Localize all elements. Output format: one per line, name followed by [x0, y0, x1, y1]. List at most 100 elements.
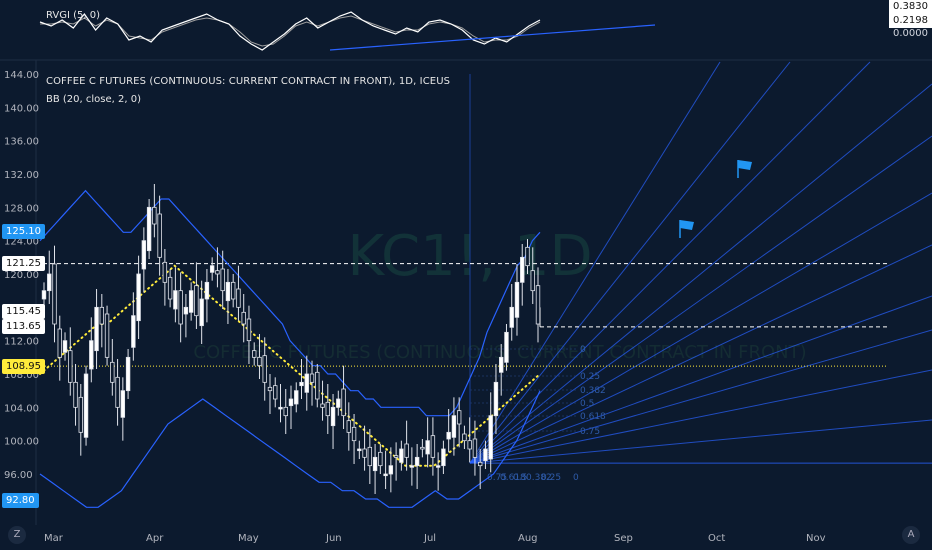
bb-upper-band	[39, 189, 541, 417]
candle-body	[388, 465, 394, 475]
candle-body	[236, 288, 241, 308]
candle-body	[230, 281, 236, 300]
candle-body	[136, 273, 141, 322]
candle-body	[320, 403, 325, 408]
chart-title: COFFEE C FUTURES (CONTINUOUS: CURRENT CO…	[46, 76, 451, 87]
candle-body	[94, 306, 99, 352]
gann-fan-line-1	[469, 61, 791, 464]
y-tick-label-6: 120.00	[4, 270, 39, 281]
auto-scale-button[interactable]: A	[902, 526, 920, 544]
x-tick-label-4: Jul	[423, 533, 436, 544]
candle-body	[73, 381, 78, 408]
candle-body	[204, 281, 210, 300]
candle-body	[430, 435, 436, 458]
rvgi-legend[interactable]: RVGI (5, 0)	[46, 10, 101, 21]
candle-body	[262, 355, 267, 383]
rvgi-line	[39, 11, 541, 51]
candle-body	[188, 290, 194, 313]
candle-body	[52, 263, 57, 325]
x-tick-label-8: Nov	[806, 533, 826, 544]
candle-body	[441, 448, 446, 467]
gann-fan-line-5	[469, 192, 932, 464]
candle-body	[493, 381, 499, 417]
bollinger-legend[interactable]: BB (20, close, 2, 0)	[46, 94, 141, 105]
candle-body	[309, 373, 315, 383]
candle-body	[504, 331, 509, 363]
candle-body	[162, 261, 168, 283]
price-tag-125: 125.10	[2, 224, 45, 239]
fib-level-label-2: 0.382	[580, 386, 606, 396]
candle-body	[47, 273, 52, 292]
candle-body	[83, 373, 89, 438]
y-tick-label-2: 136.00	[4, 137, 39, 148]
y-tick-label-12: 96.00	[4, 470, 33, 481]
candle-body	[346, 420, 352, 433]
y-tick-label-9: 108.00	[4, 370, 39, 381]
candle-body	[451, 415, 457, 438]
candle-body	[273, 385, 278, 400]
x-tick-label-6: Sep	[614, 533, 633, 544]
candle-body	[257, 356, 262, 367]
candle-body	[378, 451, 383, 467]
candle-body	[456, 410, 462, 425]
gann-fan-line-9	[469, 369, 932, 464]
candle-body	[372, 456, 378, 472]
rvgi-trendline	[329, 24, 656, 51]
candle-body	[425, 440, 430, 455]
candle-body	[383, 473, 388, 477]
candle-body	[278, 406, 283, 410]
candle-body	[178, 290, 183, 325]
candle-body	[477, 461, 483, 467]
candle-body	[173, 290, 178, 310]
fib-bottom-label-3: 0.382	[526, 473, 552, 483]
candle-body	[483, 448, 488, 462]
candle-body	[525, 246, 530, 267]
candle-body	[246, 318, 252, 342]
rvgi-axis-current: 0.2198	[889, 14, 932, 28]
candle-body	[330, 406, 336, 427]
flag-marker-0	[680, 220, 694, 230]
fib-level-label-3: 0.5	[580, 399, 594, 409]
candle-body	[225, 281, 231, 302]
candle-body	[351, 426, 357, 442]
flag-marker-1	[738, 160, 752, 170]
gann-fan-line-3	[469, 83, 932, 464]
candle-body	[209, 265, 215, 273]
y-tick-label-11: 100.00	[4, 437, 39, 448]
candle-body	[104, 313, 110, 358]
fib-bottom-label-1: 0.618	[500, 473, 526, 483]
zoom-button[interactable]: Z	[8, 526, 26, 544]
fib-bottom-label-4: 0.25	[541, 473, 561, 483]
candle-body	[404, 443, 409, 458]
candle-body	[462, 433, 467, 442]
fib-level-label-1: 0.25	[580, 372, 600, 382]
candle-body	[152, 206, 157, 225]
candle-body	[520, 256, 525, 283]
gann-fan-line-0	[469, 61, 721, 464]
candle-body	[435, 465, 441, 468]
gann-fan-line-7	[469, 295, 932, 464]
price-tag-121: 121.25	[2, 256, 45, 272]
candle-body	[194, 285, 199, 317]
candle-body	[110, 361, 115, 383]
candle-body	[414, 456, 420, 467]
gann-fan-line-2	[469, 61, 871, 464]
candle-body	[304, 373, 309, 393]
candle-body	[315, 371, 320, 400]
price-tag-113: 113.65	[2, 319, 45, 335]
candle-body	[167, 276, 173, 300]
candle-body	[131, 315, 136, 348]
rvgi-signal-line	[40, 15, 541, 47]
candle-body	[146, 206, 152, 252]
y-tick-label-8: 112.00	[4, 337, 39, 348]
fib-level-label-5: 0.75	[580, 427, 600, 437]
price-tag-115: 115.45	[2, 304, 45, 320]
y-tick-label-3: 132.00	[4, 170, 39, 181]
rvgi-axis-max: 0.3830	[889, 0, 932, 14]
candle-body	[199, 298, 204, 327]
fib-level-label-4: 0.618	[580, 412, 606, 422]
fib-level-label-0: 0	[580, 345, 586, 355]
candle-body	[183, 306, 189, 315]
